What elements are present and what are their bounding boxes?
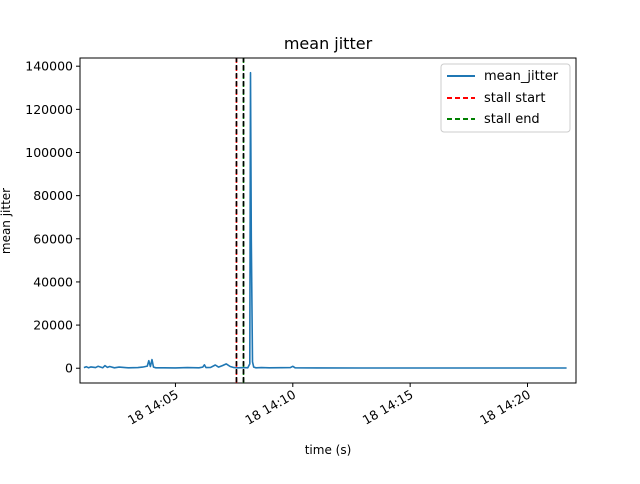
legend: mean_jitter stall start stall end	[440, 63, 571, 133]
y-tick-label: 80000	[33, 188, 73, 203]
y-tick-label: 120000	[25, 102, 73, 117]
axes-frame	[79, 57, 577, 384]
chart-title: mean jitter	[284, 34, 373, 53]
y-tick-label: 140000	[25, 59, 73, 74]
y-tick-label: 0	[65, 361, 73, 376]
legend-box	[440, 63, 571, 133]
legend-label-mean-jitter: mean_jitter	[484, 69, 559, 84]
y-tick-label: 100000	[25, 145, 73, 160]
x-axis-label: time (s)	[305, 443, 352, 457]
y-axis-label: mean jitter	[0, 188, 13, 254]
series-line-mean-jitter	[83, 71, 567, 369]
y-tick-label: 40000	[33, 274, 73, 289]
plot-area	[83, 58, 567, 383]
y-tick-label: 20000	[33, 318, 73, 333]
y-axis-ticks: 0 20000 40000 60000 80000 100000 120000 140000	[25, 59, 80, 376]
legend-label-stall-end: stall end	[484, 112, 540, 127]
y-tick-label: 60000	[33, 231, 73, 246]
legend-label-stall-start: stall start	[484, 91, 545, 106]
